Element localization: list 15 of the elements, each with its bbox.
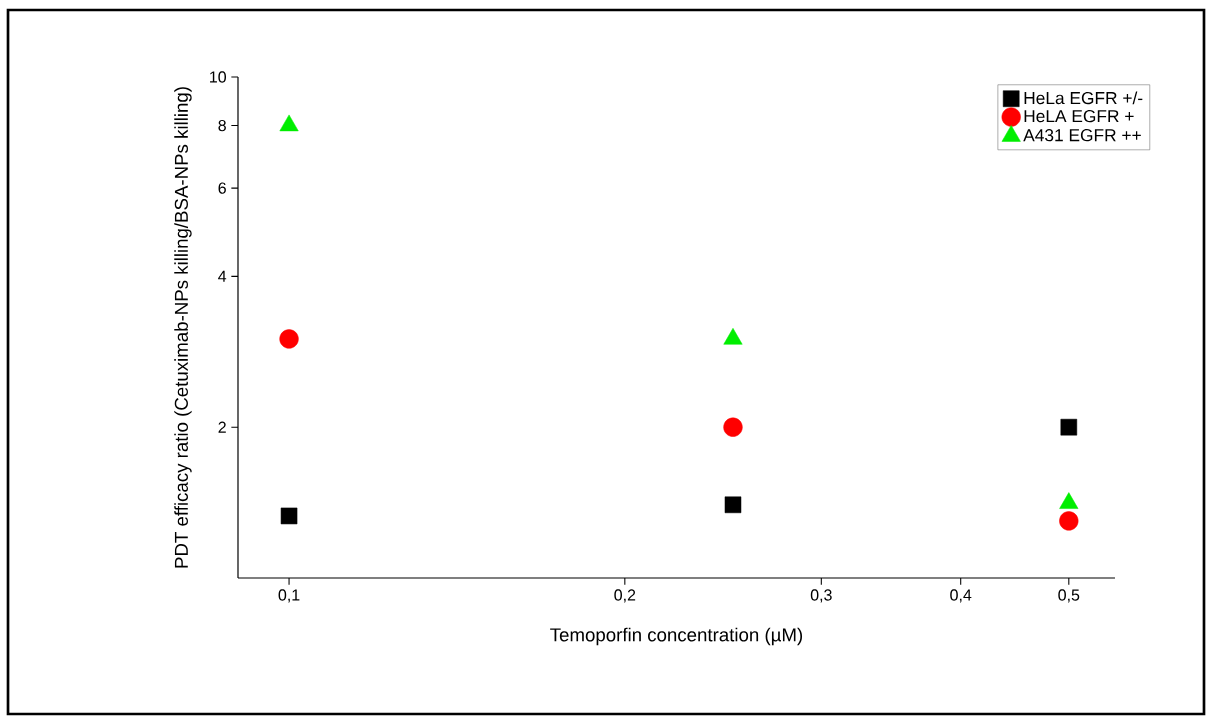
y-tick-label: 8 xyxy=(218,119,226,132)
legend-label: HeLA EGFR + xyxy=(1024,110,1134,123)
x-axis-title: Temoporfin concentration (µM) xyxy=(550,627,803,646)
x-tick-label: 0,4 xyxy=(950,589,972,603)
x-tick-label: 0,2 xyxy=(614,589,636,603)
y-tick-label: 6 xyxy=(218,182,226,194)
y-tick-label: 2 xyxy=(218,421,226,433)
y-tick-label: 10 xyxy=(210,71,227,83)
x-tick-label: 0,1 xyxy=(278,589,300,603)
legend-label: A431 EGFR ++ xyxy=(1023,129,1141,142)
y-tick-label: 4 xyxy=(218,270,227,282)
x-tick-label: 0,5 xyxy=(1058,589,1080,603)
legend-label: HeLa EGFR +/- xyxy=(1024,91,1143,105)
x-tick-label: 0,3 xyxy=(810,589,832,603)
y-axis-title: PDT efficacy ratio (Cetuximab-NPs killing/BSA-NPs killing) xyxy=(174,87,192,568)
